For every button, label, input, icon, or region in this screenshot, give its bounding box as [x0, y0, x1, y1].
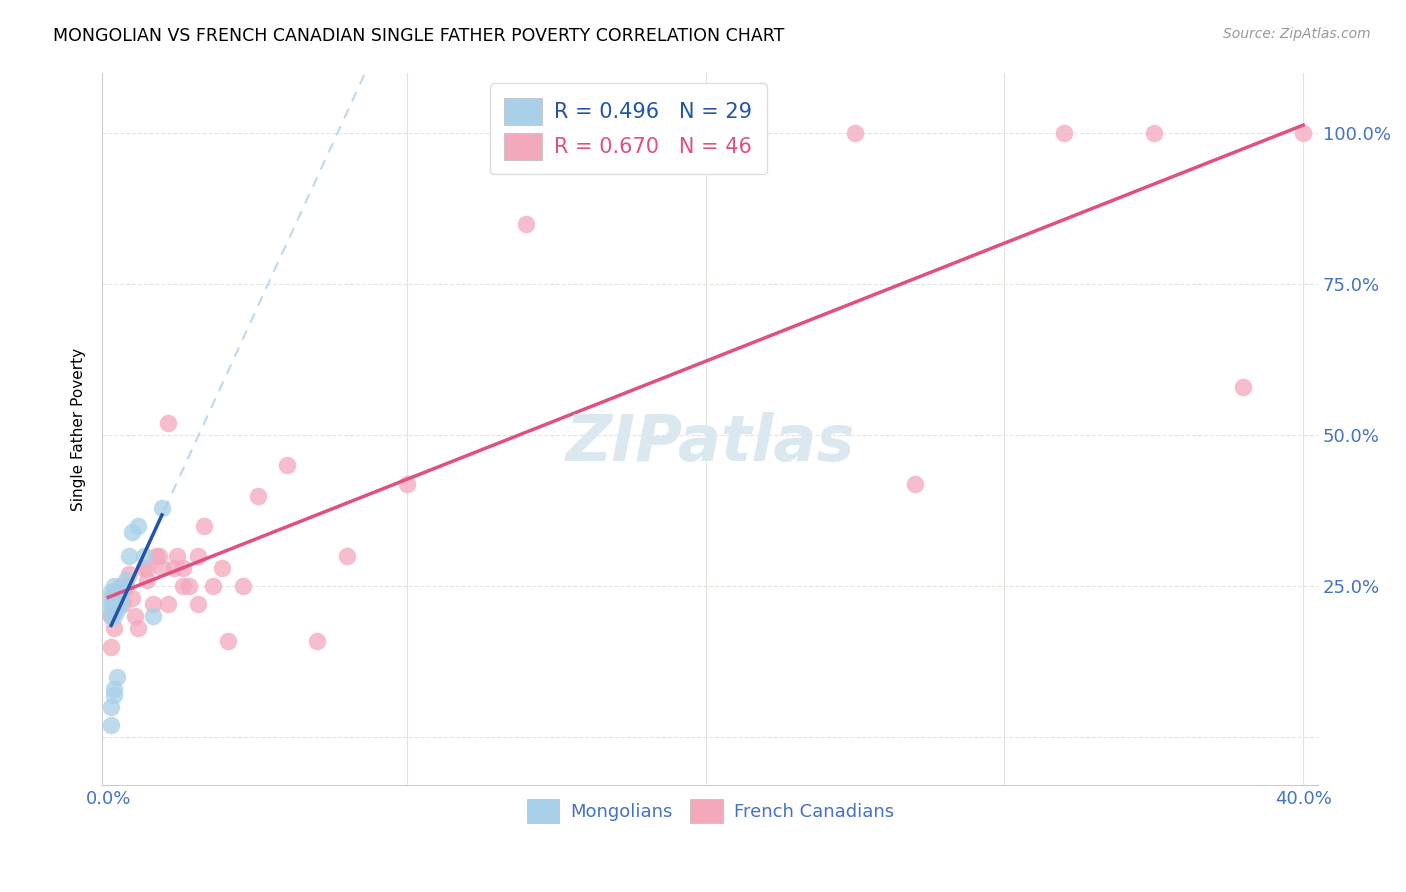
Point — [127, 518, 149, 533]
Point — [246, 489, 269, 503]
Point — [118, 549, 141, 563]
Point — [112, 579, 135, 593]
Point — [211, 561, 233, 575]
Point — [1053, 127, 1076, 141]
Point — [115, 579, 138, 593]
Point — [108, 579, 131, 593]
Point — [127, 622, 149, 636]
Point — [142, 609, 165, 624]
Point — [395, 476, 418, 491]
Point — [121, 524, 143, 539]
Point — [132, 561, 155, 575]
Point — [103, 597, 125, 611]
Point — [100, 603, 122, 617]
Point — [150, 561, 173, 575]
Point — [100, 591, 122, 606]
Point — [103, 681, 125, 696]
Point — [1143, 127, 1166, 141]
Point — [118, 567, 141, 582]
Text: Source: ZipAtlas.com: Source: ZipAtlas.com — [1223, 27, 1371, 41]
Point — [103, 591, 125, 606]
Point — [100, 585, 122, 599]
Point — [108, 597, 131, 611]
Point — [103, 585, 125, 599]
Point — [336, 549, 359, 563]
Point — [100, 597, 122, 611]
Point — [172, 561, 194, 575]
Point — [142, 597, 165, 611]
Point — [105, 597, 128, 611]
Point — [105, 603, 128, 617]
Point — [166, 549, 188, 563]
Point — [100, 640, 122, 654]
Point — [132, 549, 155, 563]
Point — [100, 609, 122, 624]
Point — [108, 591, 131, 606]
Point — [105, 591, 128, 606]
Point — [112, 597, 135, 611]
Point — [148, 549, 170, 563]
Point — [103, 622, 125, 636]
Point — [103, 597, 125, 611]
Point — [187, 597, 209, 611]
Point — [100, 700, 122, 714]
Point — [105, 670, 128, 684]
Point — [150, 500, 173, 515]
Point — [105, 585, 128, 599]
Point — [177, 579, 200, 593]
Point — [103, 579, 125, 593]
Point — [232, 579, 254, 593]
Point — [100, 718, 122, 732]
Point — [108, 585, 131, 599]
Point — [163, 561, 186, 575]
Text: ZIPatlas: ZIPatlas — [565, 412, 855, 475]
Point — [217, 633, 239, 648]
Point — [103, 603, 125, 617]
Point — [105, 597, 128, 611]
Point — [103, 609, 125, 624]
Point — [136, 573, 159, 587]
Point — [103, 591, 125, 606]
Legend: Mongolians, French Canadians: Mongolians, French Canadians — [519, 792, 901, 830]
Point — [115, 573, 138, 587]
Text: MONGOLIAN VS FRENCH CANADIAN SINGLE FATHER POVERTY CORRELATION CHART: MONGOLIAN VS FRENCH CANADIAN SINGLE FATH… — [53, 27, 785, 45]
Point — [112, 585, 135, 599]
Point — [156, 416, 179, 430]
Point — [121, 591, 143, 606]
Point — [172, 579, 194, 593]
Point — [136, 561, 159, 575]
Point — [307, 633, 329, 648]
Point — [201, 579, 224, 593]
Point — [187, 549, 209, 563]
Point — [124, 609, 146, 624]
Point — [1292, 127, 1315, 141]
Point — [156, 597, 179, 611]
Point — [844, 127, 866, 141]
Point — [1232, 380, 1254, 394]
Point — [276, 458, 298, 473]
Point — [515, 217, 537, 231]
Point — [193, 518, 215, 533]
Point — [103, 688, 125, 702]
Point — [145, 549, 167, 563]
Point — [100, 609, 122, 624]
Point — [105, 597, 128, 611]
Point — [904, 476, 927, 491]
Y-axis label: Single Father Poverty: Single Father Poverty — [72, 348, 86, 511]
Point — [695, 127, 717, 141]
